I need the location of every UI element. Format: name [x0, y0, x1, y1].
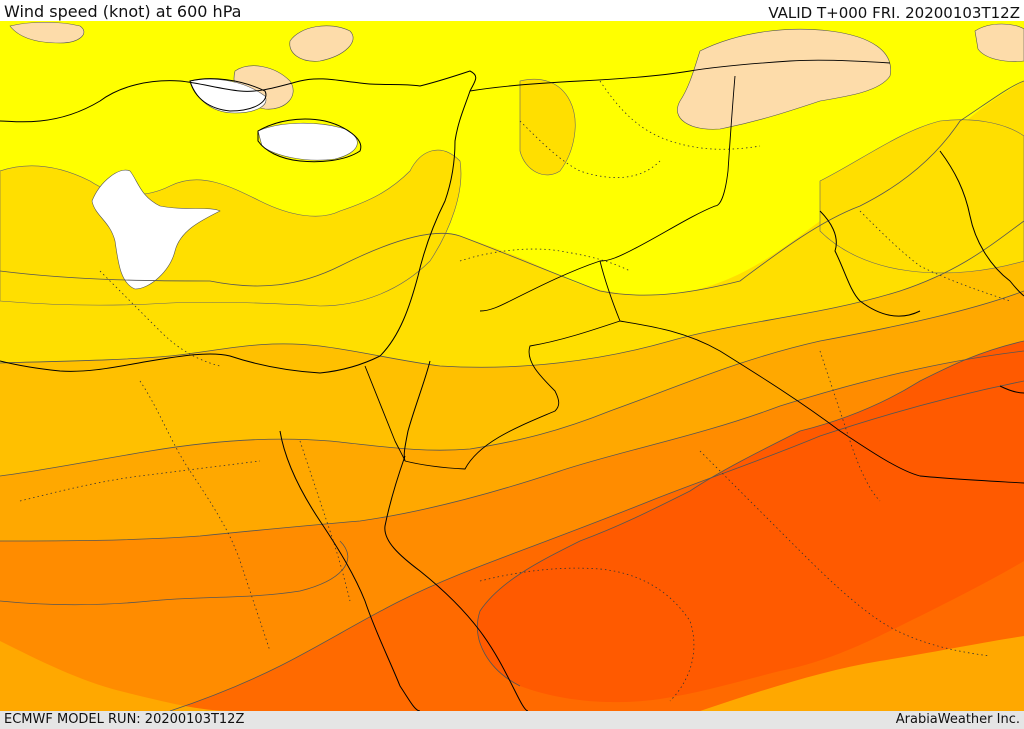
contour-lines	[0, 80, 1024, 711]
patch-peach-west	[9, 21, 85, 44]
header-bar: Wind speed (knot) at 600 hPa VALID T+000…	[0, 0, 1024, 21]
patch-gold-east	[819, 119, 1024, 274]
valid-time-label: VALID T+000 FRI. 20200103T12Z	[768, 4, 1020, 22]
band-orange-light-sw	[0, 641, 230, 711]
map-canvas	[0, 21, 1024, 711]
coastlines	[0, 70, 1024, 711]
patch-gold-west	[0, 149, 462, 307]
map-title: Wind speed (knot) at 600 hPa	[4, 2, 242, 21]
credit-label: ArabiaWeather Inc.	[895, 712, 1020, 727]
patch-white-cyprus	[257, 122, 358, 161]
admin-boundaries	[19, 80, 1011, 702]
band-red-orange	[477, 341, 1024, 703]
band-orange-light-se	[700, 636, 1024, 711]
wind-speed-map	[0, 21, 1024, 711]
patch-peach-north-1	[289, 25, 354, 62]
model-run-label: ECMWF MODEL RUN: 20200103T12Z	[4, 712, 245, 727]
footer-bar: ECMWF MODEL RUN: 20200103T12Z ArabiaWeat…	[0, 711, 1024, 729]
borders	[364, 59, 1024, 484]
patch-peach-north-4	[974, 23, 1024, 62]
patch-white-sea	[91, 169, 221, 290]
patch-peach-north-3	[677, 28, 891, 130]
band-orange-tongue	[0, 529, 348, 605]
